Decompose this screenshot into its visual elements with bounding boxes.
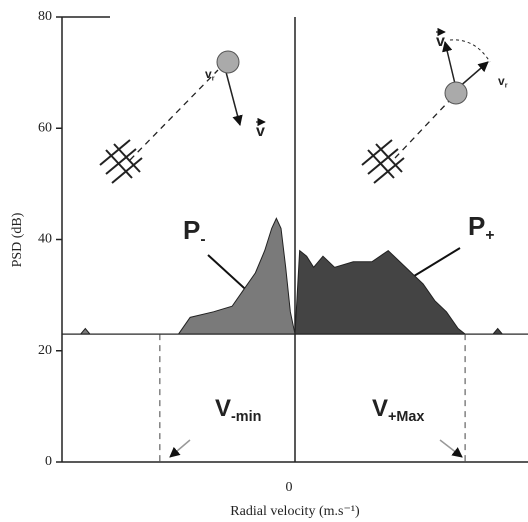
y-tick-label: 20 bbox=[38, 343, 52, 358]
spectrum-area bbox=[294, 249, 528, 335]
vector-label: v bbox=[256, 123, 265, 140]
area-label-main: P bbox=[468, 211, 485, 241]
x-axis-label: Radial velocity (m.s⁻¹) bbox=[230, 504, 360, 519]
bound-label: V+Max bbox=[372, 395, 424, 425]
vector-label-main: v bbox=[256, 123, 265, 140]
vector-label: vr bbox=[205, 67, 215, 82]
vector-label: vr bbox=[498, 74, 508, 89]
y-axis-label: PSD (dB) bbox=[10, 212, 25, 267]
bound-label-sub: +Max bbox=[388, 409, 424, 425]
vector-label-sub: r bbox=[212, 74, 215, 83]
area-label-sub: - bbox=[200, 231, 205, 248]
vector-label-main: v bbox=[436, 33, 445, 50]
y-tick-label: 60 bbox=[38, 120, 52, 135]
area-label: P- bbox=[183, 215, 206, 248]
bound-label-main: V bbox=[215, 395, 231, 422]
y-tick-label: 80 bbox=[38, 9, 52, 24]
area-label-sub: + bbox=[485, 227, 494, 244]
right-scene-icon bbox=[361, 39, 491, 184]
left-scene-icon bbox=[99, 50, 243, 184]
vector-label-main: v bbox=[205, 67, 212, 81]
bound-label-main: V bbox=[372, 395, 388, 422]
spectrum-area bbox=[62, 217, 296, 335]
bound-label: V-min bbox=[215, 395, 261, 425]
x-tick-label: 0 bbox=[286, 480, 293, 495]
y-tick-label: 40 bbox=[38, 232, 52, 247]
y-tick-label: 0 bbox=[45, 454, 52, 469]
vector-label: v bbox=[436, 33, 445, 50]
vector-label-sub: r bbox=[505, 81, 508, 90]
area-label-main: P bbox=[183, 215, 200, 245]
vector-label-main: v bbox=[498, 74, 505, 88]
area-label: P+ bbox=[468, 211, 494, 244]
bound-label-sub: -min bbox=[231, 409, 261, 425]
